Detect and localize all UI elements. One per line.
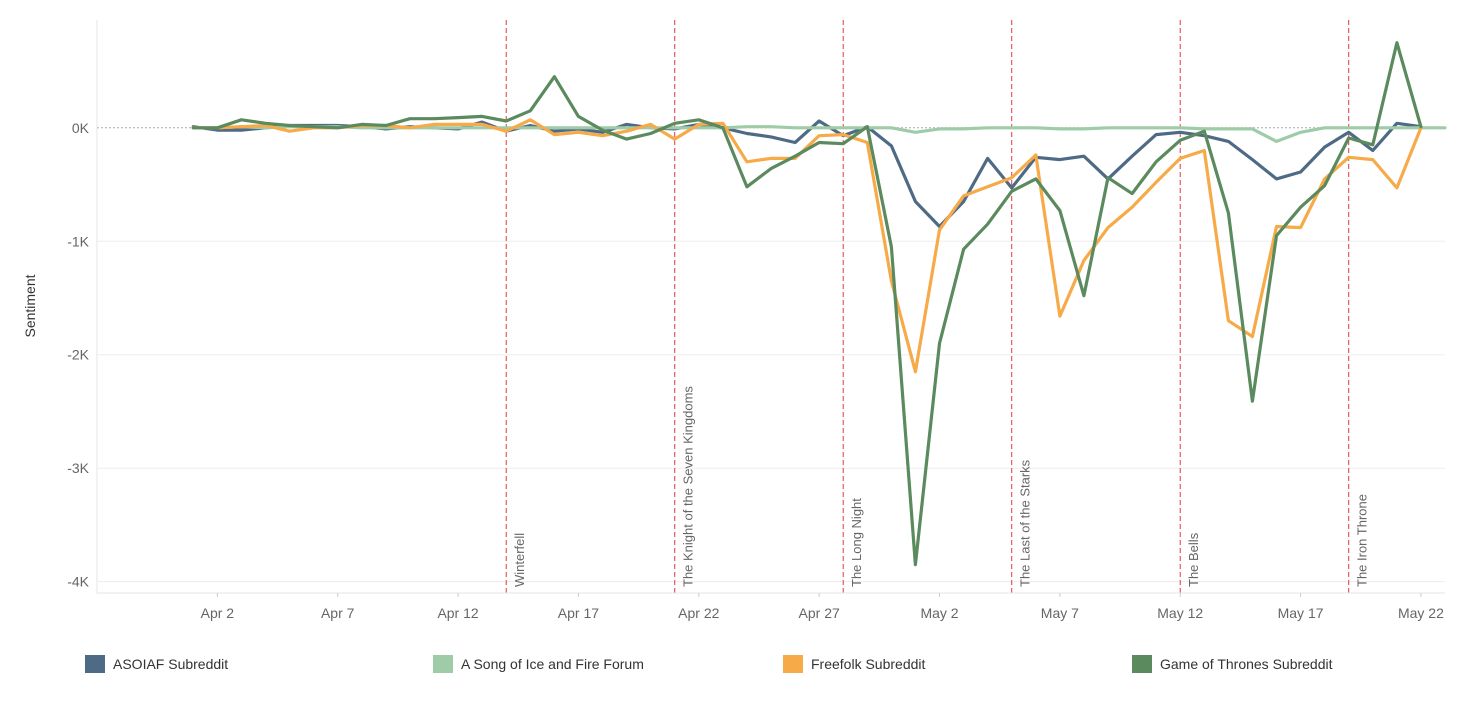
y-axis-title: Sentiment [22, 274, 38, 337]
y-tick-label: 0K [72, 120, 90, 136]
legend-label-asoiaf: ASOIAF Subreddit [113, 656, 229, 672]
episode-label: The Last of the Starks [1018, 459, 1033, 587]
legend-label-got: Game of Thrones Subreddit [1160, 656, 1333, 672]
x-tick-label: May 12 [1157, 605, 1203, 621]
series-line-1[interactable] [191, 125, 1447, 143]
legend-label-forum: A Song of Ice and Fire Forum [461, 656, 644, 672]
x-tick-label: May 2 [920, 605, 958, 621]
y-tick-label: -1K [67, 233, 89, 249]
episode-label: Winterfell [512, 533, 527, 587]
x-tick-label: May 17 [1278, 605, 1324, 621]
x-tick-label: Apr 7 [321, 605, 355, 621]
episode-label: The Long Night [849, 498, 864, 587]
legend: ASOIAF Subreddit A Song of Ice and Fire … [0, 655, 1472, 679]
legend-swatch-freefolk [783, 655, 803, 673]
legend-item-got[interactable]: Game of Thrones Subreddit [1132, 655, 1333, 673]
series-line-0[interactable] [191, 119, 1423, 229]
legend-item-freefolk[interactable]: Freefolk Subreddit [783, 655, 925, 673]
legend-swatch-forum [433, 655, 453, 673]
axes: 0K -1K -2K -3K -4K Apr 2 Apr 7 Apr 12 Apr 17 Apr … [67, 20, 1445, 621]
legend-item-forum[interactable]: A Song of Ice and Fire Forum [433, 655, 644, 673]
episode-label: The Iron Throne [1355, 494, 1370, 587]
episode-markers: Winterfell The Knight of the Seven Kingdo… [505, 20, 1370, 593]
legend-label-freefolk: Freefolk Subreddit [811, 656, 926, 672]
x-tick-label: Apr 22 [678, 605, 719, 621]
y-tick-label: -2K [67, 347, 89, 363]
episode-label: The Bells [1186, 532, 1201, 587]
x-tick-label: May 7 [1041, 605, 1079, 621]
x-tick-label: Apr 2 [201, 605, 235, 621]
x-tick-label: Apr 12 [437, 605, 478, 621]
y-tick-label: -4K [67, 574, 89, 590]
legend-swatch-got [1132, 655, 1152, 673]
x-tick-label: Apr 27 [799, 605, 840, 621]
x-tick-label: Apr 17 [558, 605, 599, 621]
gridlines [97, 240, 1445, 583]
episode-label: The Knight of the Seven Kingdoms [681, 386, 696, 587]
series-line-3[interactable] [191, 41, 1423, 567]
series-line-2[interactable] [191, 118, 1423, 374]
legend-swatch-asoiaf [85, 655, 105, 673]
legend-item-asoiaf[interactable]: ASOIAF Subreddit [85, 655, 228, 673]
series-lines [191, 41, 1447, 567]
y-tick-label: -3K [67, 460, 89, 476]
x-tick-label: May 22 [1398, 605, 1444, 621]
